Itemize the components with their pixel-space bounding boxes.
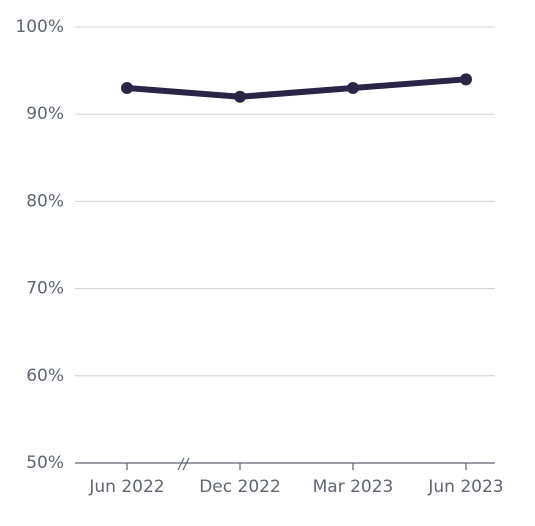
y-tick-label: 100% xyxy=(15,17,64,37)
x-tick-label: Jun 2023 xyxy=(427,477,503,497)
y-tick-label: 90% xyxy=(26,104,64,124)
x-tick-label: Dec 2022 xyxy=(199,477,281,497)
point xyxy=(234,90,246,103)
y-tick-label: 80% xyxy=(26,191,64,211)
point xyxy=(460,73,472,86)
x-tick-label: Mar 2023 xyxy=(313,477,394,497)
line xyxy=(124,76,469,100)
y-tick-label: 60% xyxy=(26,366,64,386)
y-tick-label: 70% xyxy=(26,279,64,299)
y-tick-label: 50% xyxy=(26,453,64,473)
point xyxy=(347,82,359,95)
point xyxy=(121,82,133,95)
axis-break xyxy=(177,457,190,471)
x-tick-label: Jun 2022 xyxy=(88,477,164,497)
